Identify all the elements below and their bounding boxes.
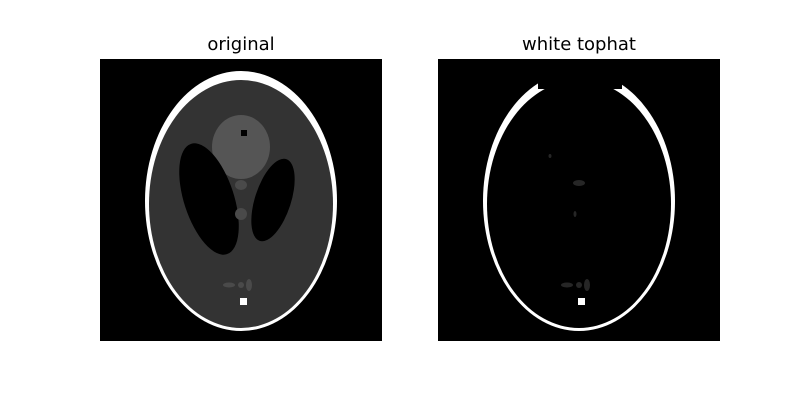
small-ellipse-3 xyxy=(223,282,235,288)
tophat-feature-6 xyxy=(584,279,590,291)
panel-title-white-tophat: white tophat xyxy=(522,34,636,55)
tophat-feature-5 xyxy=(576,282,582,288)
tophat-feature-3 xyxy=(573,211,577,217)
white-tophat-image xyxy=(438,59,720,341)
right-dark-ellipse xyxy=(251,158,295,242)
tophat-skull-inner xyxy=(487,80,671,328)
small-ellipse-5 xyxy=(246,279,252,291)
upper-blob xyxy=(212,115,270,179)
small-ellipse-4 xyxy=(238,282,244,288)
white-tophat-image-panel xyxy=(438,59,720,341)
tophat-feature-4 xyxy=(561,282,573,288)
brain-ellipse xyxy=(149,80,333,328)
tophat-feature-2 xyxy=(548,154,552,158)
panel-title-original: original xyxy=(207,34,275,55)
tophat-feature-1 xyxy=(573,180,585,186)
white-square-marker xyxy=(240,298,247,305)
tophat-white-square-marker xyxy=(578,298,585,305)
small-ellipse-1 xyxy=(235,180,247,190)
original-phantom-image xyxy=(100,59,382,341)
left-dark-ellipse xyxy=(179,143,239,255)
original-image-panel xyxy=(100,59,382,341)
dark-square-marker xyxy=(241,130,247,136)
tophat-top-gap xyxy=(538,59,622,89)
small-ellipse-2 xyxy=(235,208,247,220)
